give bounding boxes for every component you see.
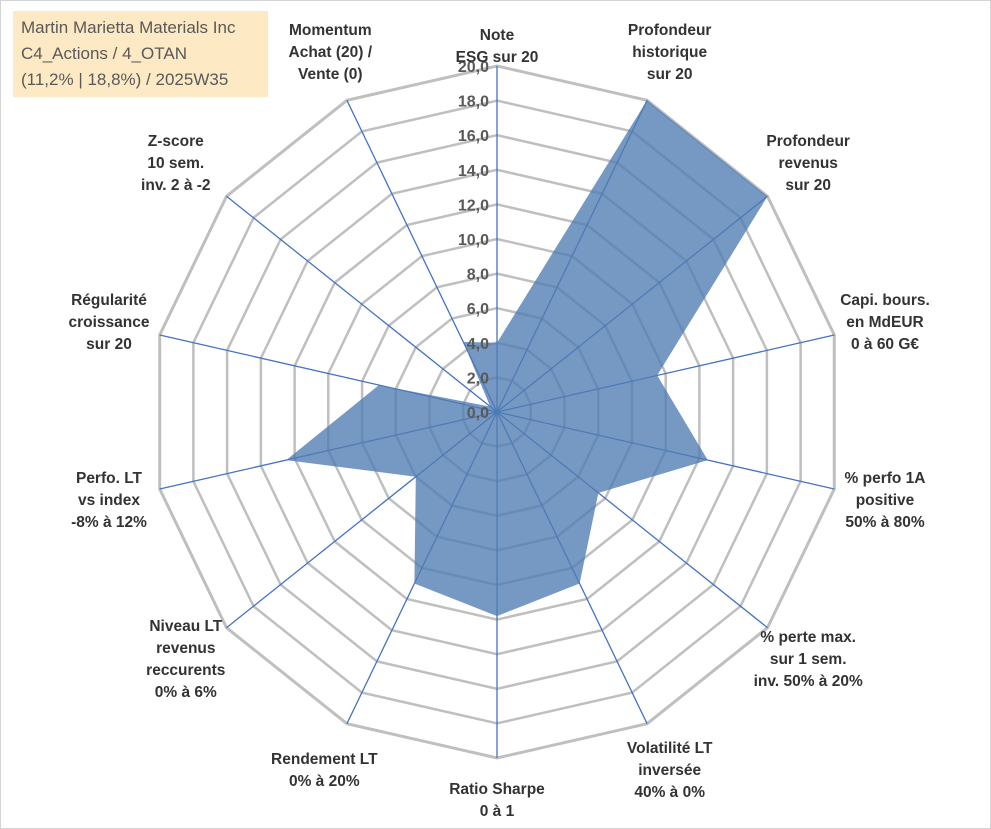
axis-label-7: Volatilité LT inversée 40% à 0% <box>627 738 713 804</box>
axis-label-13-line-2: 10 sem. <box>147 154 205 172</box>
axis-label-8-line-2: 0 à 1 <box>479 803 515 820</box>
axis-label-12-line-3: sur 20 <box>86 336 132 354</box>
axis-label-14-line-1: Momentum <box>288 22 372 40</box>
axis-label-5: % perfo 1A positive 50% à 80% <box>845 468 926 534</box>
axis-label-3: Profondeur revenus sur 20 <box>766 131 850 197</box>
axis-label-12-line-1: Régularité <box>71 292 147 310</box>
radar-spoke-13 <box>226 195 498 413</box>
radar-series <box>286 100 768 617</box>
axis-label-9-line-1: Rendement LT <box>271 750 378 768</box>
tick-label-8: 16,0 <box>458 128 489 145</box>
axis-label-6: % perte max. sur 1 sem. inv. 50% à 20% <box>754 627 863 693</box>
axis-label-7-line-1: Volatilité LT <box>626 739 713 757</box>
axis-label-9: Rendement LT 0% à 20% <box>271 749 378 793</box>
axis-label-5-line-2: positive <box>855 491 915 509</box>
tick-label-4: 8,0 <box>467 267 489 284</box>
axis-label-11-line-3: -8% à 12% <box>71 513 147 531</box>
tick-label-6: 12,0 <box>458 197 489 214</box>
axis-label-14-line-3: Vente (0) <box>297 66 363 84</box>
tick-label-5: 10,0 <box>458 232 489 249</box>
axis-label-10: Niveau LT revenus reccurents 0% à 6% <box>146 616 225 704</box>
axis-label-4: Capi. bours. en MdEUR 0 à 60 G€ <box>840 290 930 356</box>
axis-label-6-line-2: sur 1 sem. <box>769 651 847 669</box>
axis-label-5-line-3: 50% à 80% <box>845 513 925 531</box>
axis-label-8-line-1: Ratio Sharpe <box>449 781 545 798</box>
axis-label-9-line-2: 0% à 20% <box>288 772 360 790</box>
axis-label-13-line-1: Z-score <box>147 132 204 150</box>
axis-label-4-line-3: 0 à 60 G€ <box>850 336 920 354</box>
axis-label-4-line-1: Capi. bours. <box>840 292 930 310</box>
axis-label-1-line-2: ESG sur 20 <box>455 49 539 66</box>
axis-label-14: Momentum Achat (20) / Vente (0) <box>289 20 373 86</box>
axis-label-12-line-2: croissance <box>68 314 150 332</box>
axis-label-5-line-1: % perfo 1A <box>844 469 926 487</box>
axis-label-13: Z-score 10 sem. inv. 2 à -2 <box>141 131 211 197</box>
axis-label-11-line-2: vs index <box>77 491 141 509</box>
axis-label-3-line-2: revenus <box>778 154 838 172</box>
axis-label-2-line-1: Profondeur <box>627 22 712 40</box>
axis-label-2-line-3: sur 20 <box>646 66 693 84</box>
axis-label-7-line-3: 40% à 0% <box>634 783 706 801</box>
axis-label-12: Régularité croissance sur 20 <box>69 290 150 356</box>
axis-label-11-line-1: Perfo. LT <box>75 469 143 487</box>
tick-label-7: 14,0 <box>458 163 489 180</box>
axis-label-7-line-2: inversée <box>638 761 702 779</box>
tick-label-3: 6,0 <box>467 301 489 318</box>
tick-label-9: 18,0 <box>458 94 489 111</box>
chart-title-box: Martin Marietta Materials Inc C4_Actions… <box>13 11 268 97</box>
axis-label-1-line-1: Note <box>479 27 515 44</box>
axis-label-13-line-3: inv. 2 à -2 <box>141 176 211 194</box>
tick-label-10: 20,0 <box>458 59 489 76</box>
chart-title-line-1: Martin Marietta Materials Inc <box>21 18 236 37</box>
radial-tick-labels: 0,0 2,0 4,0 6,0 8,0 10,0 12,0 14,0 16,0 18,0 20,0 <box>458 59 489 422</box>
tick-label-0: 0,0 <box>467 405 489 422</box>
axis-label-2: Profondeur historique sur 20 <box>628 20 712 86</box>
axis-label-10-line-2: revenus <box>156 640 216 658</box>
chart-title-line-3: (11,2% | 18,8%) / 2025W35 <box>21 70 229 89</box>
axis-label-2-line-2: historique <box>632 44 708 62</box>
axis-label-11: Perfo. LT vs index -8% à 12% <box>71 468 147 534</box>
axis-label-10-line-4: 0% à 6% <box>154 684 217 702</box>
axis-label-10-line-1: Niveau LT <box>149 618 223 636</box>
tick-label-2: 4,0 <box>467 336 489 353</box>
axis-label-14-line-2: Achat (20) / <box>288 44 373 62</box>
axis-label-3-line-1: Profondeur <box>766 132 850 150</box>
axis-label-10-line-3: reccurents <box>146 662 226 680</box>
chart-title-line-2: C4_Actions / 4_OTAN <box>21 44 187 63</box>
axis-label-6-line-1: % perte max. <box>760 629 857 647</box>
tick-label-1: 2,0 <box>467 370 489 387</box>
axis-label-3-line-3: sur 20 <box>785 176 832 194</box>
axis-label-4-line-2: en MdEUR <box>846 314 924 332</box>
radar-series-area <box>286 100 768 617</box>
axis-label-8: Ratio Sharpe 0 à 1 <box>449 779 545 823</box>
axis-label-6-line-3: inv. 50% à 20% <box>753 673 863 691</box>
axis-label-1: Note ESG sur 20 <box>456 25 539 69</box>
